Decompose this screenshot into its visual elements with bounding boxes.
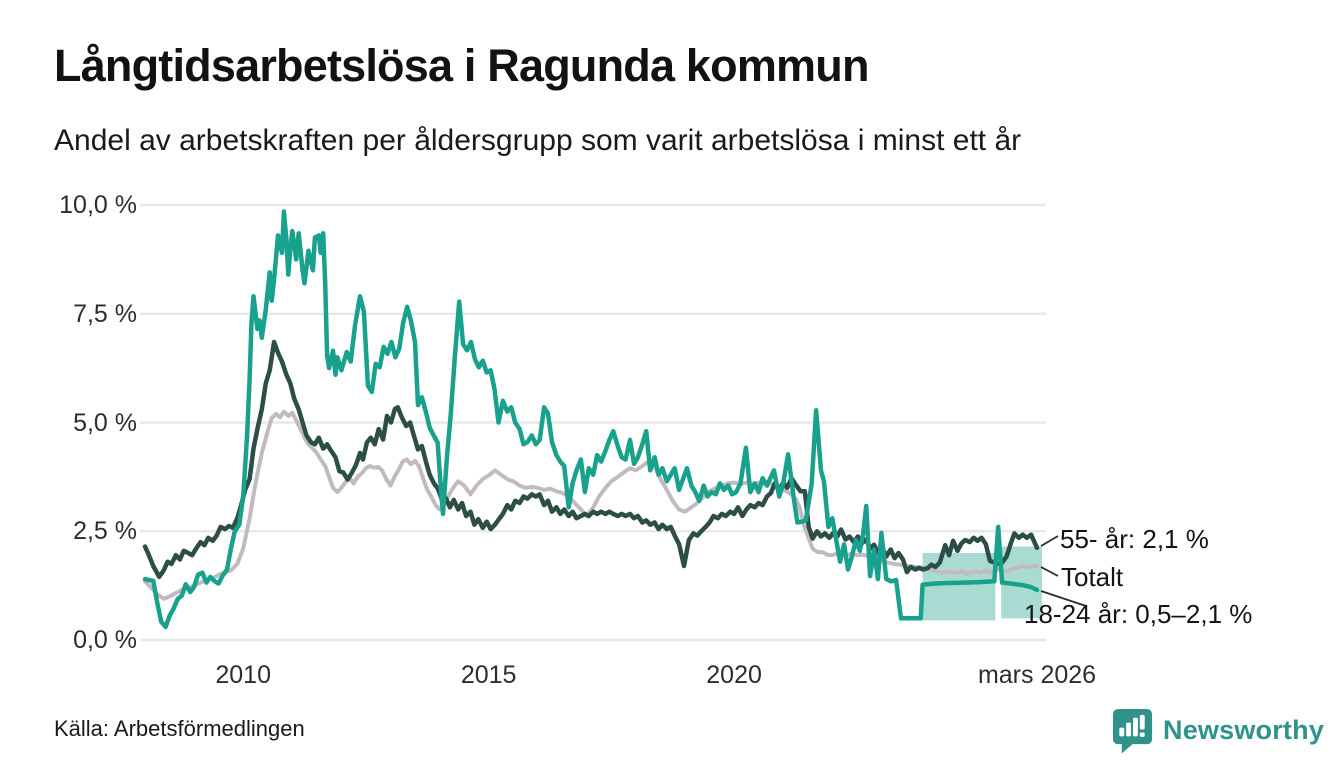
y-tick-label: 7,5 % <box>73 299 137 328</box>
series-line-18-24-ar <box>142 209 1040 630</box>
x-tick-label: 2015 <box>460 661 517 689</box>
y-tick-label: 2,5 % <box>73 517 137 546</box>
series-lines <box>142 209 1040 630</box>
connector-totalt <box>1040 566 1059 577</box>
connector-18-24-ar <box>1040 590 1087 607</box>
annotation-label-18-24-ar: 18-24 år: 0,5–2,1 % <box>1024 599 1253 629</box>
newsworthy-logo-text: Newsworthy <box>1163 715 1325 745</box>
series-line-totalt <box>143 409 1039 601</box>
series-line-55-ar <box>142 339 1040 580</box>
chart-subtitle: Andel av arbetskraften per åldersgrupp s… <box>54 124 1022 157</box>
y-tick-label: 10,0 % <box>59 191 137 219</box>
y-tick-label: 0,0 % <box>73 626 137 654</box>
newsworthy-logo-icon <box>1112 709 1153 754</box>
annotation-label-55-ar: 55- år: 2,1 % <box>1060 524 1209 554</box>
connector-55-ar <box>1040 535 1059 547</box>
uncertainty-band-segment <box>922 553 996 621</box>
x-tick-label: 2010 <box>215 661 271 689</box>
y-tick-label: 5,0 % <box>73 408 137 437</box>
annotation-label-totalt: Totalt <box>1061 562 1124 592</box>
gridlines <box>140 203 1046 642</box>
x-tick-label: 2020 <box>706 661 762 689</box>
annotation-connectors <box>1040 535 1087 607</box>
source-label: Källa: Arbetsförmedlingen <box>54 716 305 741</box>
x-tick-label: mars 2026 <box>977 661 1097 689</box>
chart-title: Långtidsarbetslösa i Ragunda kommun <box>54 40 869 91</box>
newsworthy-logo: Newsworthy <box>1111 707 1324 754</box>
